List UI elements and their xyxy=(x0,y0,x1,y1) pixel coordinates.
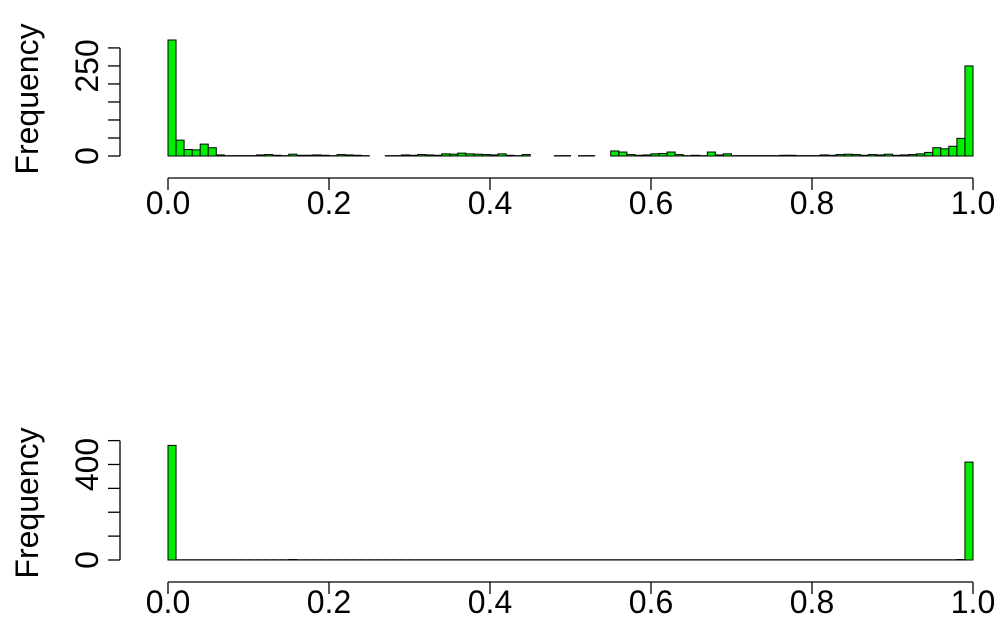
histogram-bar xyxy=(924,151,934,157)
histogram-bar xyxy=(457,152,467,157)
histogram-bar xyxy=(843,153,853,157)
histogram-bar xyxy=(900,154,910,157)
histogram-bar xyxy=(867,154,877,157)
histogram-bar xyxy=(207,147,217,157)
histogram-bar xyxy=(618,151,628,157)
histogram-bar xyxy=(497,153,507,157)
histogram-bar xyxy=(956,137,966,157)
histogram-bar xyxy=(288,153,298,157)
histogram-bar xyxy=(948,145,958,157)
histogram-bar xyxy=(433,154,443,157)
histogram-bar xyxy=(714,154,724,157)
histogram-bar xyxy=(199,143,209,157)
y-axis-title: Frequency xyxy=(9,23,45,174)
histogram-panel-bottom: 0.0 0.2 0.4 0.6 0.8 1.0 0 400 Frequency xyxy=(9,427,995,620)
histogram-bar xyxy=(940,148,950,157)
histogram-bar xyxy=(296,154,306,157)
histogram-bar xyxy=(312,154,322,157)
y-tick-label: 250 xyxy=(69,39,105,92)
x-tick-label: 0.6 xyxy=(629,584,673,620)
y-tick-label: 0 xyxy=(69,147,105,165)
histogram-bar xyxy=(400,154,411,157)
y-axis-title: Frequency xyxy=(9,427,45,578)
y-tick-label: 400 xyxy=(69,438,105,491)
histogram-bar xyxy=(634,154,644,157)
histogram-bar xyxy=(722,153,733,157)
histogram-bar xyxy=(859,154,869,157)
histogram-bars xyxy=(167,39,974,157)
histogram-bar xyxy=(851,154,861,157)
histogram-bar xyxy=(272,154,282,157)
histogram-bar xyxy=(521,154,531,157)
histogram-bar xyxy=(465,153,475,157)
histogram-bar xyxy=(779,154,789,157)
x-tick-label: 0.6 xyxy=(629,185,673,221)
histogram-bar xyxy=(409,154,419,157)
histogram-bar xyxy=(417,154,427,157)
histogram-bar xyxy=(916,153,926,157)
histogram-bar xyxy=(344,154,354,157)
histogram-bars xyxy=(167,444,974,561)
histogram-bar xyxy=(875,154,885,157)
histogram-bar xyxy=(610,150,620,157)
histogram-bar xyxy=(932,147,942,157)
histogram-panel-top: 0.0 0.2 0.4 0.6 0.8 1.0 0 250 Frequency xyxy=(9,23,995,221)
histogram-bar xyxy=(964,65,974,157)
x-tick-label: 0.2 xyxy=(307,185,351,221)
histogram-bar xyxy=(304,154,314,157)
histogram-bar xyxy=(191,149,201,157)
histogram-bar xyxy=(819,154,829,157)
histogram-bar xyxy=(336,154,346,157)
histogram-bar xyxy=(908,154,918,157)
histogram-bar xyxy=(167,39,177,157)
histogram-bar xyxy=(264,154,274,157)
histogram-bar xyxy=(642,154,652,157)
histogram-bar xyxy=(690,154,700,157)
y-tick-label: 0 xyxy=(69,551,105,569)
histogram-bar xyxy=(481,154,491,157)
histogram-bar xyxy=(650,153,660,157)
histogram-bar xyxy=(835,154,845,157)
histogram-bar xyxy=(473,153,483,157)
histogram-bar xyxy=(505,154,515,157)
histogram-bar xyxy=(425,154,435,157)
x-tick-label: 0.2 xyxy=(307,584,351,620)
x-tick-label: 0.4 xyxy=(468,185,512,221)
histogram-bar xyxy=(892,154,902,157)
histogram-bar xyxy=(666,151,676,157)
x-tick-label: 0.8 xyxy=(790,584,834,620)
histogram-bar xyxy=(883,153,894,157)
x-tick-label: 0.4 xyxy=(468,584,512,620)
histogram-bar xyxy=(706,151,716,157)
histogram-bar xyxy=(658,152,668,157)
histogram-bar xyxy=(352,154,362,157)
histogram-bar xyxy=(787,154,797,157)
histogram-bar xyxy=(215,154,225,157)
histogram-bar xyxy=(964,461,974,561)
histogram-bar xyxy=(449,153,459,157)
histogram-bar xyxy=(626,154,636,157)
histogram-bar xyxy=(256,154,266,157)
x-tick-label: 0.0 xyxy=(146,185,190,221)
histogram-bar xyxy=(175,139,185,157)
histogram-bar xyxy=(674,154,684,157)
histogram-bar xyxy=(320,154,330,157)
histogram-bar xyxy=(167,444,177,561)
x-tick-label: 0.0 xyxy=(146,584,190,620)
x-tick-label: 1.0 xyxy=(951,584,995,620)
histogram-bar xyxy=(441,153,451,157)
histogram-bar xyxy=(489,154,499,157)
x-tick-label: 1.0 xyxy=(951,185,995,221)
x-tick-label: 0.8 xyxy=(790,185,834,221)
histogram-bar xyxy=(183,149,193,157)
histogram-bar xyxy=(827,154,837,157)
